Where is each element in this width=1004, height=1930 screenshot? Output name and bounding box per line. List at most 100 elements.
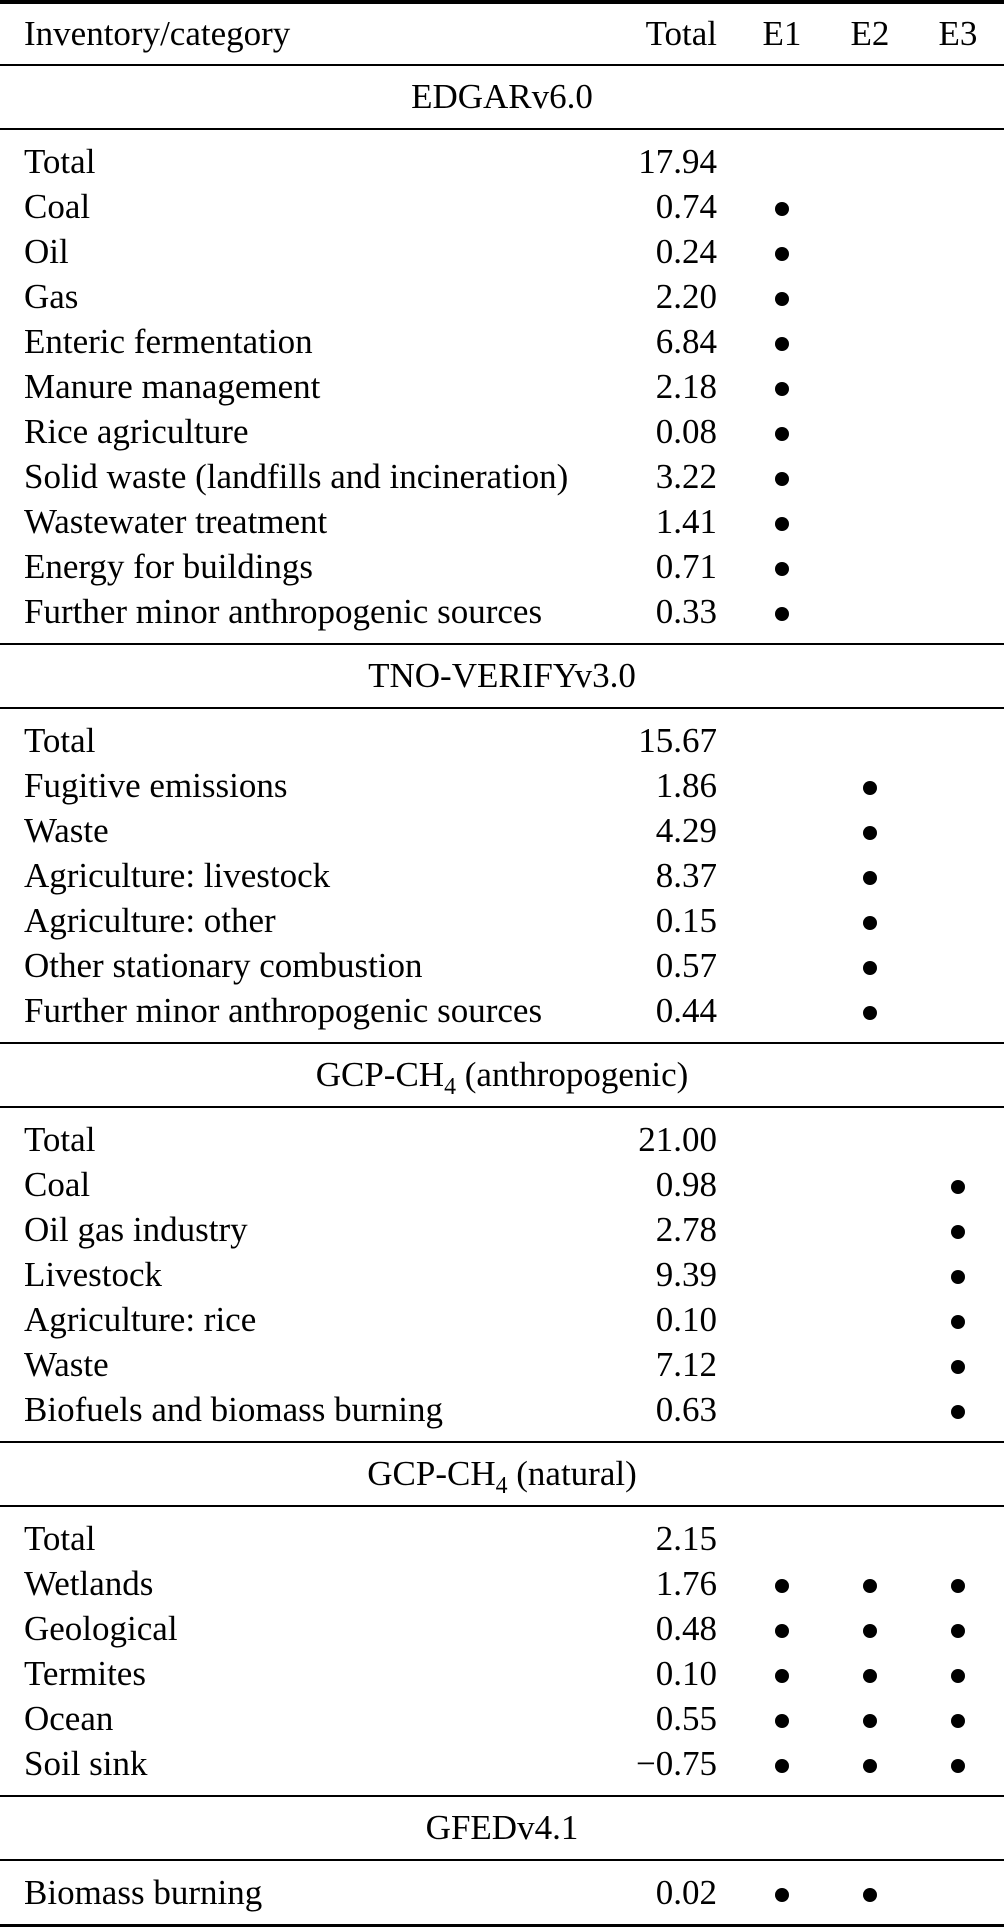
total-cell: 15.67 (638, 720, 717, 760)
e3-cell (914, 1210, 1002, 1250)
total-cell: 0.74 (655, 186, 717, 226)
table-row: Coal 0.74 (0, 184, 1004, 229)
e3-cell (914, 1564, 1002, 1604)
table-row: Oil 0.24 (0, 229, 1004, 274)
category-cell: Soil sink (24, 1743, 148, 1783)
section-rows: Total 15.67 Fugitive emissions 1.86 Wast… (0, 709, 1004, 1042)
e2-dot-icon (863, 1669, 877, 1684)
e1-dot-icon (775, 292, 789, 307)
e2-dot-icon (863, 1006, 877, 1021)
table-row: Wastewater treatment 1.41 (0, 499, 1004, 544)
table-row: Geological 0.48 (0, 1606, 1004, 1651)
e1-cell (738, 502, 826, 542)
total-cell: 0.98 (655, 1164, 717, 1204)
e1-dot-icon (775, 1579, 789, 1594)
table-row: Biomass burning 0.02 (0, 1870, 1004, 1915)
e3-dot-icon (951, 1360, 965, 1375)
e1-dot-icon (775, 1888, 789, 1903)
total-cell: 0.10 (655, 1653, 717, 1693)
e3-cell (914, 1345, 1002, 1385)
e2-cell (826, 1564, 914, 1604)
category-cell: Agriculture: livestock (24, 855, 331, 895)
total-cell: 4.29 (655, 810, 717, 850)
category-cell: Fugitive emissions (24, 765, 288, 805)
section-title: GFEDv4.1 (0, 1797, 1004, 1859)
table-row: Solid waste (landfills and incineration)… (0, 454, 1004, 499)
column-header-e1: E1 (762, 14, 802, 53)
e1-dot-icon (775, 247, 789, 262)
table-row: Biofuels and biomass burning 0.63 (0, 1387, 1004, 1432)
category-cell: Coal (24, 1164, 91, 1204)
e1-cell (738, 1699, 826, 1739)
table-row: Manure management 2.18 (0, 364, 1004, 409)
table-section: EDGARv6.0 Total 17.94 Coal 0.74 Oil 0.24… (0, 66, 1004, 645)
e2-dot-icon (863, 1624, 877, 1639)
e3-cell (914, 1390, 1002, 1430)
e2-cell (826, 901, 914, 941)
total-cell: 6.84 (655, 321, 717, 361)
table-sections: EDGARv6.0 Total 17.94 Coal 0.74 Oil 0.24… (0, 66, 1004, 1927)
column-header-inventory-category: Inventory/category (24, 14, 291, 53)
category-cell: Further minor anthropogenic sources (24, 990, 543, 1030)
e3-cell (914, 1744, 1002, 1784)
e1-dot-icon (775, 1669, 789, 1684)
section-title-text: EDGARv6.0 (411, 77, 593, 116)
section-title-text: GCP-CH (367, 1454, 496, 1493)
e2-cell (826, 1873, 914, 1913)
section-title-rule (0, 1106, 1004, 1108)
e1-dot-icon (775, 607, 789, 622)
total-cell: 0.57 (655, 945, 717, 985)
table-row: Total 15.67 (0, 718, 1004, 763)
section-rows: Biomass burning 0.02 (0, 1861, 1004, 1924)
section-title-rule (0, 1505, 1004, 1507)
e3-dot-icon (951, 1315, 965, 1330)
total-cell: 0.24 (655, 231, 717, 271)
total-cell: 0.02 (655, 1872, 717, 1912)
e3-cell (914, 1165, 1002, 1205)
total-cell: 9.39 (655, 1254, 717, 1294)
e3-dot-icon (951, 1759, 965, 1774)
table-row: Waste 7.12 (0, 1342, 1004, 1387)
category-cell: Manure management (24, 366, 321, 406)
e3-dot-icon (951, 1405, 965, 1420)
total-cell: 21.00 (638, 1119, 717, 1159)
e2-cell (826, 856, 914, 896)
e2-dot-icon (863, 826, 877, 841)
total-cell: 0.48 (655, 1608, 717, 1648)
total-cell: 0.08 (655, 411, 717, 451)
e1-cell (738, 187, 826, 227)
table-row: Agriculture: livestock 8.37 (0, 853, 1004, 898)
e3-cell (914, 1300, 1002, 1340)
e2-cell (826, 811, 914, 851)
section-title: GCP-CH4 (natural) (0, 1443, 1004, 1505)
category-cell: Enteric fermentation (24, 321, 313, 361)
e2-cell (826, 1744, 914, 1784)
category-cell: Waste (24, 1344, 109, 1384)
category-cell: Solid waste (landfills and incineration) (24, 456, 569, 496)
table-row: Further minor anthropogenic sources 0.33 (0, 589, 1004, 634)
category-cell: Rice agriculture (24, 411, 249, 451)
total-cell: 0.71 (655, 546, 717, 586)
e3-cell (914, 1654, 1002, 1694)
e2-dot-icon (863, 961, 877, 976)
section-rows: Total 17.94 Coal 0.74 Oil 0.24 Gas 2.20 … (0, 130, 1004, 643)
section-title-rule (0, 707, 1004, 709)
section-title: EDGARv6.0 (0, 66, 1004, 128)
e1-cell (738, 457, 826, 497)
e2-cell (826, 946, 914, 986)
column-header-total: Total (645, 14, 717, 53)
section-bottom-rule (0, 1441, 1004, 1443)
category-cell: Termites (24, 1653, 146, 1693)
category-cell: Total (24, 1119, 96, 1159)
e1-cell (738, 277, 826, 317)
category-cell: Coal (24, 186, 91, 226)
section-title-text: (natural) (507, 1454, 637, 1493)
table-top-rule (0, 0, 1004, 4)
category-cell: Total (24, 720, 96, 760)
total-cell: 3.22 (655, 456, 717, 496)
category-cell: Biofuels and biomass burning (24, 1389, 443, 1429)
total-cell: 0.55 (655, 1698, 717, 1738)
e3-cell (914, 1255, 1002, 1295)
e2-cell (826, 766, 914, 806)
section-title-text: (anthropogenic) (456, 1055, 689, 1094)
